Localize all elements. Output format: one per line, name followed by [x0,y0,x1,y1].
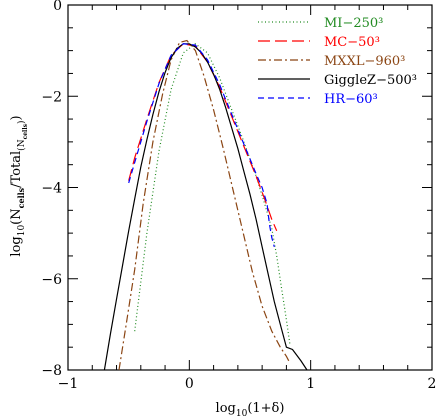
x-tick-label: 2 [428,376,436,392]
axis-ticks [67,4,433,371]
legend-label-1: MC−50³ [324,35,380,50]
x-tick-label: 0 [185,376,194,392]
tick-labels: −1 0 1 2 0 −2 −4 −6 −8 [41,0,436,392]
y-tick-label: −8 [41,363,62,379]
legend-label-4: HR−60³ [324,92,378,107]
y-tick-label: −6 [41,272,62,288]
legend: MI−250³ MC−50³ MXXL−960³ GiggleZ−500³ HR−60³ [258,16,417,107]
y-axis-label: log10(Ncells/Total(Ncells)) [9,115,29,256]
y-tick-label: −2 [41,89,62,105]
series-line-4 [128,43,275,247]
series-line-3 [103,43,308,371]
series-line-0 [134,43,291,345]
series-lines [103,39,308,371]
x-tick-label: −1 [58,376,79,392]
y-tick-label: 0 [53,0,62,14]
series-line-2 [118,39,291,371]
legend-label-0: MI−250³ [324,16,383,31]
y-tick-label: −4 [41,181,62,197]
x-axis-label: log10(1+δ) [216,401,285,417]
x-tick-label: 1 [306,376,315,392]
legend-label-2: MXXL−960³ [324,54,405,69]
legend-label-3: GiggleZ−500³ [324,73,417,88]
